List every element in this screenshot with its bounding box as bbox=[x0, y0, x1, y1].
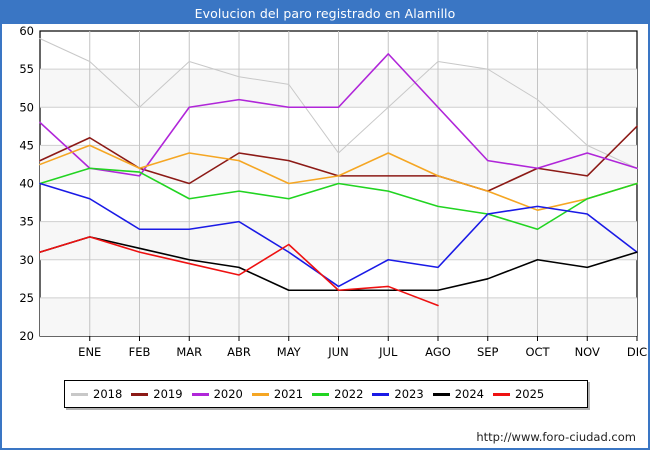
y-axis-tick-30: 30 bbox=[19, 253, 34, 267]
x-axis-tick-SEP: SEP bbox=[477, 345, 499, 359]
legend-item-2020[interactable]: 2020 bbox=[191, 387, 243, 401]
legend-label-2023: 2023 bbox=[394, 387, 424, 401]
legend-item-2018[interactable]: 2018 bbox=[71, 387, 122, 401]
y-axis-tick-25: 25 bbox=[19, 291, 34, 305]
legend-label-2025: 2025 bbox=[514, 387, 545, 401]
series-line-2022 bbox=[39, 167, 638, 231]
legend-swatch-2020 bbox=[191, 392, 209, 396]
legend-swatch-2024 bbox=[432, 392, 450, 396]
series-line-2023 bbox=[39, 182, 638, 288]
page-title: Evolucion del paro registrado en Alamill… bbox=[194, 5, 456, 21]
legend-swatch-2025 bbox=[492, 392, 510, 396]
x-axis-tick-ENE: ENE bbox=[78, 345, 101, 359]
legend-item-2022[interactable]: 2022 bbox=[312, 387, 363, 401]
window-title-bar: Evolucion del paro registrado en Alamill… bbox=[2, 2, 648, 24]
legend-label-2018: 2018 bbox=[93, 387, 123, 401]
legend-item-2024[interactable]: 2024 bbox=[432, 387, 484, 401]
x-axis-tick-ABR: ABR bbox=[227, 345, 251, 359]
y-axis-tick-60: 60 bbox=[19, 24, 34, 38]
legend-item-2023[interactable]: 2023 bbox=[372, 387, 424, 401]
y-axis-tick-35: 35 bbox=[19, 215, 34, 229]
chart-legend: 2018 2019 2020 2021 2022 2023 2024 2025 bbox=[64, 380, 588, 408]
legend-swatch-2021 bbox=[251, 392, 269, 396]
y-axis-tick-45: 45 bbox=[19, 138, 34, 152]
legend-label-2024: 2024 bbox=[454, 387, 484, 401]
x-axis-tick-MAR: MAR bbox=[176, 345, 202, 359]
y-axis-tick-55: 55 bbox=[19, 62, 34, 76]
x-axis-tick-JUL: JUL bbox=[378, 345, 398, 359]
x-axis-tick-FEB: FEB bbox=[129, 345, 151, 359]
legend-item-2019[interactable]: 2019 bbox=[131, 387, 183, 401]
legend-label-2019: 2019 bbox=[153, 387, 183, 401]
legend-label-2022: 2022 bbox=[334, 387, 364, 401]
series-line-2018 bbox=[39, 38, 638, 169]
chart-svg: 20 25 30 35 40 45 50 55 60 ENE FEB MAR ABR MAY JUN JUL A… bbox=[19, 24, 647, 359]
legend-swatch-2018 bbox=[71, 392, 88, 396]
y-axis-tick-20: 20 bbox=[19, 329, 34, 343]
x-axis-tick-DIC: DIC bbox=[627, 345, 647, 359]
series-line-2020 bbox=[39, 53, 638, 177]
y-axis-tick-40: 40 bbox=[19, 177, 34, 191]
x-axis-tick-AGO: AGO bbox=[425, 345, 451, 359]
legend-swatch-2022 bbox=[312, 392, 330, 396]
legend-item-2021[interactable]: 2021 bbox=[251, 387, 304, 401]
legend-label-2020: 2020 bbox=[213, 387, 243, 401]
x-axis-tick-JUN: JUN bbox=[327, 345, 348, 359]
legend-swatch-2019 bbox=[131, 392, 149, 396]
series-line-2021 bbox=[39, 144, 638, 211]
x-axis-tick-MAY: MAY bbox=[277, 345, 302, 359]
series-line-2025 bbox=[39, 236, 439, 307]
legend-swatch-2023 bbox=[372, 392, 390, 396]
y-axis-tick-50: 50 bbox=[19, 100, 34, 114]
x-axis-tick-OCT: OCT bbox=[525, 345, 550, 359]
legend-label-2021: 2021 bbox=[273, 387, 304, 401]
line-chart: 20 25 30 35 40 45 50 55 60 ENE FEB MAR ABR MAY JUN JUL A… bbox=[2, 24, 648, 374]
legend-item-2025[interactable]: 2025 bbox=[492, 387, 545, 401]
source-url: http://www.foro-ciudad.com bbox=[476, 430, 636, 444]
footer-bar: http://www.foro-ciudad.com bbox=[2, 426, 648, 448]
x-axis-tick-NOV: NOV bbox=[575, 345, 600, 359]
